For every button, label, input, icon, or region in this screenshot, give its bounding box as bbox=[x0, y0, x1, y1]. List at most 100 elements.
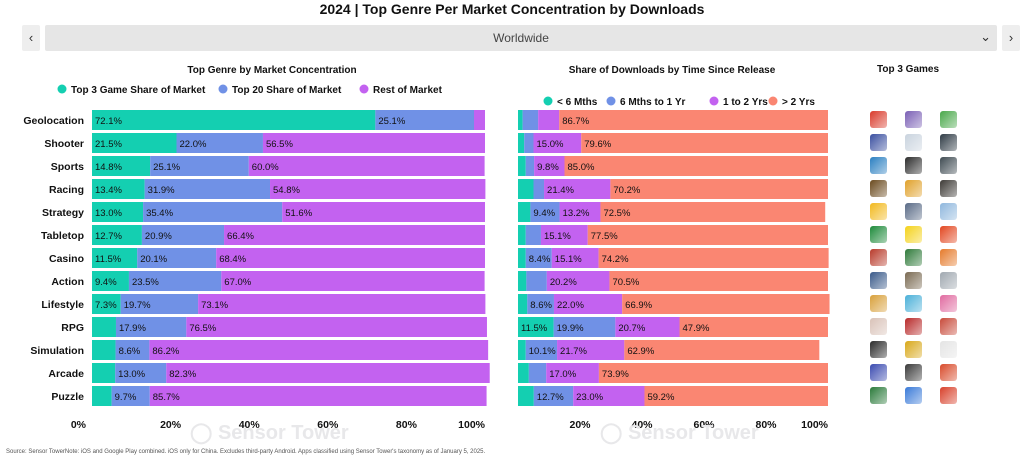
game-app-icon[interactable] bbox=[905, 387, 922, 404]
chart1-bar bbox=[150, 156, 249, 176]
chart2-data-label: 15.1% bbox=[544, 231, 571, 242]
chart1-bar bbox=[143, 202, 283, 222]
game-app-icon[interactable] bbox=[870, 295, 887, 312]
game-app-icon[interactable] bbox=[940, 249, 957, 266]
game-app-icon[interactable] bbox=[940, 203, 957, 220]
game-app-icon[interactable] bbox=[870, 249, 887, 266]
game-app-icon[interactable] bbox=[870, 111, 887, 128]
chart1-bar bbox=[221, 271, 485, 291]
chart2-legend-marker bbox=[768, 96, 778, 106]
chart2-data-label: 21.7% bbox=[560, 346, 587, 357]
game-app-icon[interactable] bbox=[940, 295, 957, 312]
game-app-icon[interactable] bbox=[870, 341, 887, 358]
chart2-legend-label: 1 to 2 Yrs bbox=[723, 97, 768, 108]
prev-region-button[interactable]: ‹ bbox=[22, 25, 40, 51]
chart2-bar bbox=[624, 340, 820, 360]
game-app-icon[interactable] bbox=[940, 134, 957, 151]
game-app-icon[interactable] bbox=[940, 111, 957, 128]
chart1-category-label: Puzzle bbox=[51, 391, 84, 403]
chart2-data-label: 17.0% bbox=[549, 369, 576, 380]
game-app-icon[interactable] bbox=[905, 318, 922, 335]
chart2-bar bbox=[600, 202, 826, 222]
next-region-button[interactable]: › bbox=[1002, 25, 1020, 51]
chart2-x-tick: 20% bbox=[569, 419, 591, 431]
game-app-icon[interactable] bbox=[940, 180, 957, 197]
chart2-bar bbox=[518, 340, 526, 360]
chart1-bar bbox=[111, 386, 150, 406]
chart1-category-label: Action bbox=[51, 276, 84, 288]
game-row bbox=[860, 315, 970, 338]
game-app-icon[interactable] bbox=[940, 341, 957, 358]
chart2-data-label: 23.0% bbox=[576, 392, 603, 403]
chart1-data-label: 17.9% bbox=[119, 323, 146, 334]
game-app-icon[interactable] bbox=[940, 387, 957, 404]
game-app-icon[interactable] bbox=[905, 272, 922, 289]
game-app-icon[interactable] bbox=[870, 157, 887, 174]
chart1-bar bbox=[282, 202, 485, 222]
chart1-bar bbox=[92, 386, 112, 406]
game-app-icon[interactable] bbox=[870, 318, 887, 335]
chart2-bar bbox=[538, 110, 560, 130]
game-app-icon[interactable] bbox=[905, 341, 922, 358]
game-app-icon[interactable] bbox=[870, 272, 887, 289]
chart2-data-label: 8.6% bbox=[530, 300, 552, 311]
chart2-data-label: 15.1% bbox=[555, 254, 582, 265]
chart2-bar bbox=[533, 133, 582, 153]
chevron-down-icon: ⌄ bbox=[980, 29, 991, 44]
game-app-icon[interactable] bbox=[870, 134, 887, 151]
chart1-bar bbox=[92, 271, 129, 291]
chart2-legend-marker bbox=[709, 96, 719, 106]
chart1-data-label: 82.3% bbox=[169, 369, 196, 380]
chart1-bar bbox=[270, 179, 486, 199]
chart2-data-label: 12.7% bbox=[537, 392, 564, 403]
chart1-x-tick: 60% bbox=[317, 419, 339, 431]
game-app-icon[interactable] bbox=[905, 203, 922, 220]
chart2-bar bbox=[525, 156, 535, 176]
top-games-title: Top 3 Games bbox=[876, 64, 940, 75]
chart2-bar bbox=[518, 363, 529, 383]
chart2-bar bbox=[533, 179, 545, 199]
chart1-data-label: 76.5% bbox=[189, 323, 216, 334]
game-app-icon[interactable] bbox=[905, 180, 922, 197]
game-app-icon[interactable] bbox=[870, 226, 887, 243]
game-app-icon[interactable] bbox=[870, 387, 887, 404]
chart1-data-label: 13.0% bbox=[95, 208, 122, 219]
region-dropdown[interactable]: Worldwide ⌄ bbox=[45, 25, 997, 51]
game-app-icon[interactable] bbox=[940, 226, 957, 243]
chart2-bar bbox=[598, 363, 828, 383]
chart1-legend-label: Rest of Market bbox=[373, 85, 443, 96]
chart1-bar bbox=[115, 317, 187, 337]
game-app-icon[interactable] bbox=[905, 295, 922, 312]
game-app-icon[interactable] bbox=[905, 134, 922, 151]
game-app-icon[interactable] bbox=[905, 157, 922, 174]
chart1-bar bbox=[92, 202, 144, 222]
chart1-bar bbox=[473, 110, 485, 130]
chart1-bar bbox=[137, 248, 217, 268]
game-app-icon[interactable] bbox=[940, 318, 957, 335]
game-app-icon[interactable] bbox=[905, 226, 922, 243]
game-app-icon[interactable] bbox=[940, 364, 957, 381]
game-app-icon[interactable] bbox=[940, 272, 957, 289]
game-app-icon[interactable] bbox=[870, 203, 887, 220]
game-app-icon[interactable] bbox=[905, 249, 922, 266]
chart1-category-label: Shooter bbox=[44, 138, 84, 150]
game-row bbox=[860, 338, 970, 361]
chart1-data-label: 56.5% bbox=[266, 139, 293, 150]
chart1-bar bbox=[115, 340, 150, 360]
game-app-icon[interactable] bbox=[905, 364, 922, 381]
chart2-data-label: 9.4% bbox=[533, 208, 555, 219]
chart1-bar bbox=[248, 156, 485, 176]
game-app-icon[interactable] bbox=[870, 364, 887, 381]
chart1-data-label: 60.0% bbox=[252, 162, 279, 173]
chevron-right-icon: › bbox=[1008, 30, 1014, 45]
chart2-bar bbox=[528, 363, 547, 383]
chart2-bar bbox=[644, 386, 828, 406]
game-app-icon[interactable] bbox=[870, 180, 887, 197]
game-app-icon[interactable] bbox=[905, 111, 922, 128]
chart1-x-tick: 40% bbox=[239, 419, 261, 431]
chart2-bar bbox=[518, 179, 534, 199]
chart1-category-label: Racing bbox=[49, 184, 84, 196]
game-app-icon[interactable] bbox=[940, 157, 957, 174]
game-row bbox=[860, 269, 970, 292]
chart1-data-label: 67.0% bbox=[224, 277, 251, 288]
